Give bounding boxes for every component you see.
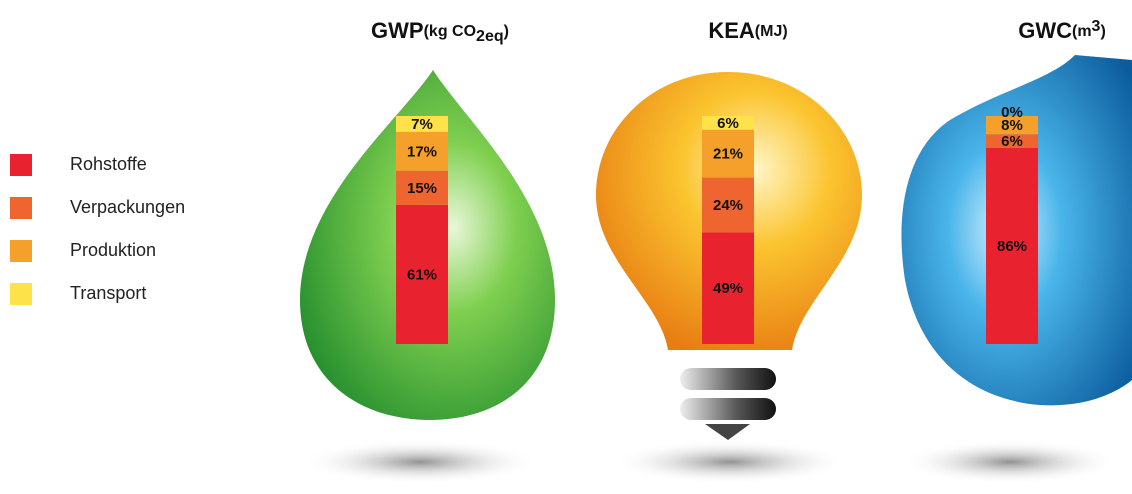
bar-segment [702,129,754,178]
bar-segment [396,131,448,171]
value-label: 24% [713,197,743,214]
bar-segment [396,204,448,344]
bar-segment [396,116,448,132]
value-label: 15% [407,180,437,197]
value-label: 6% [1001,133,1023,150]
title-text: GWP [371,18,424,43]
bar-segment [702,177,754,233]
value-label: 17% [407,143,437,160]
legend-label: Rohstoffe [70,154,147,174]
title-text: GWC [1018,18,1072,43]
bar-segment [986,134,1038,148]
value-label: 6% [717,115,739,132]
value-label: 86% [997,238,1027,255]
value-label: 0% [1001,104,1023,121]
legend-swatch [10,154,32,176]
legend-label: Verpackungen [70,197,185,217]
unit-text: (kg CO [424,23,476,40]
legend-label: Produktion [70,240,156,260]
value-label: 61% [407,266,437,283]
title-text: KEA [708,18,755,43]
unit-subscript: 2eq [476,28,504,45]
bar-segment [702,232,754,344]
legend-swatch [10,240,32,262]
unit-text: (m [1072,23,1092,40]
unit-text: ) [1100,23,1105,40]
legend-swatch [10,283,32,305]
bar-segment [986,147,1038,344]
bar-title: KEA(MJ) [708,18,787,43]
value-label: 8% [1001,117,1023,134]
bar-title: GWC(m3) [1018,18,1106,43]
bar-segment [702,116,754,130]
unit-superscript: 3 [1092,18,1101,35]
bar-segment [396,170,448,205]
legend-swatch [10,197,32,219]
value-label: 49% [713,280,743,297]
unit-text: (MJ) [755,23,788,40]
legend-label: Transport [70,283,146,303]
value-label: 7% [411,116,433,133]
bar-title: GWP(kg CO2eq) [371,18,509,45]
value-label: 21% [713,146,743,163]
bar-segment [986,116,1038,135]
unit-text: ) [504,23,509,40]
